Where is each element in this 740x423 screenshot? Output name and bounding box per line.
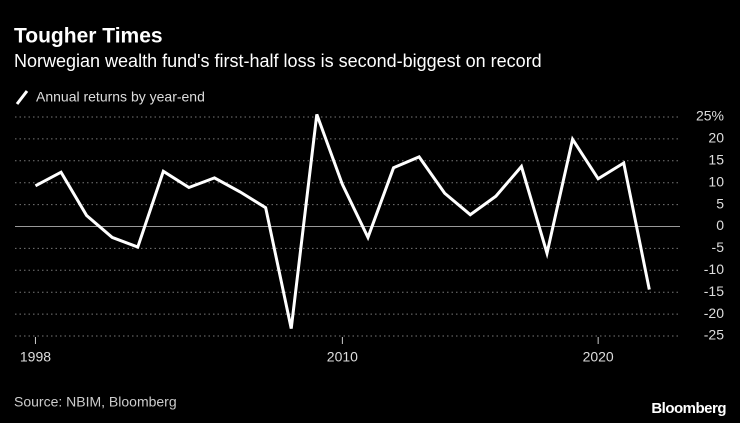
chart-subtitle: Norwegian wealth fund's first-half loss … bbox=[14, 51, 542, 71]
legend-label: Annual returns by year-end bbox=[36, 89, 205, 105]
y-tick-label: 5 bbox=[716, 195, 724, 211]
y-tick-label: 10 bbox=[708, 173, 724, 189]
chart-title: Tougher Times bbox=[14, 25, 163, 48]
y-tick-label: 25% bbox=[696, 108, 724, 124]
y-tick-label: -25 bbox=[704, 327, 724, 343]
x-tick-label: 2020 bbox=[583, 349, 614, 365]
legend-swatch bbox=[15, 90, 29, 105]
y-tick-label: -20 bbox=[704, 305, 724, 321]
brand: Bloomberg bbox=[651, 400, 726, 417]
y-tick-label: -10 bbox=[704, 261, 724, 277]
x-tick-label: 1998 bbox=[20, 349, 51, 365]
y-tick-label: -5 bbox=[712, 239, 725, 255]
source: Source: NBIM, Bloomberg bbox=[14, 394, 177, 410]
y-tick-label: -15 bbox=[704, 283, 724, 299]
y-tick-label: 0 bbox=[716, 217, 724, 233]
y-tick-label: 20 bbox=[708, 130, 724, 146]
y-tick-label: 15 bbox=[708, 152, 724, 168]
data-line bbox=[34, 113, 651, 329]
x-tick-label: 2010 bbox=[327, 349, 358, 365]
